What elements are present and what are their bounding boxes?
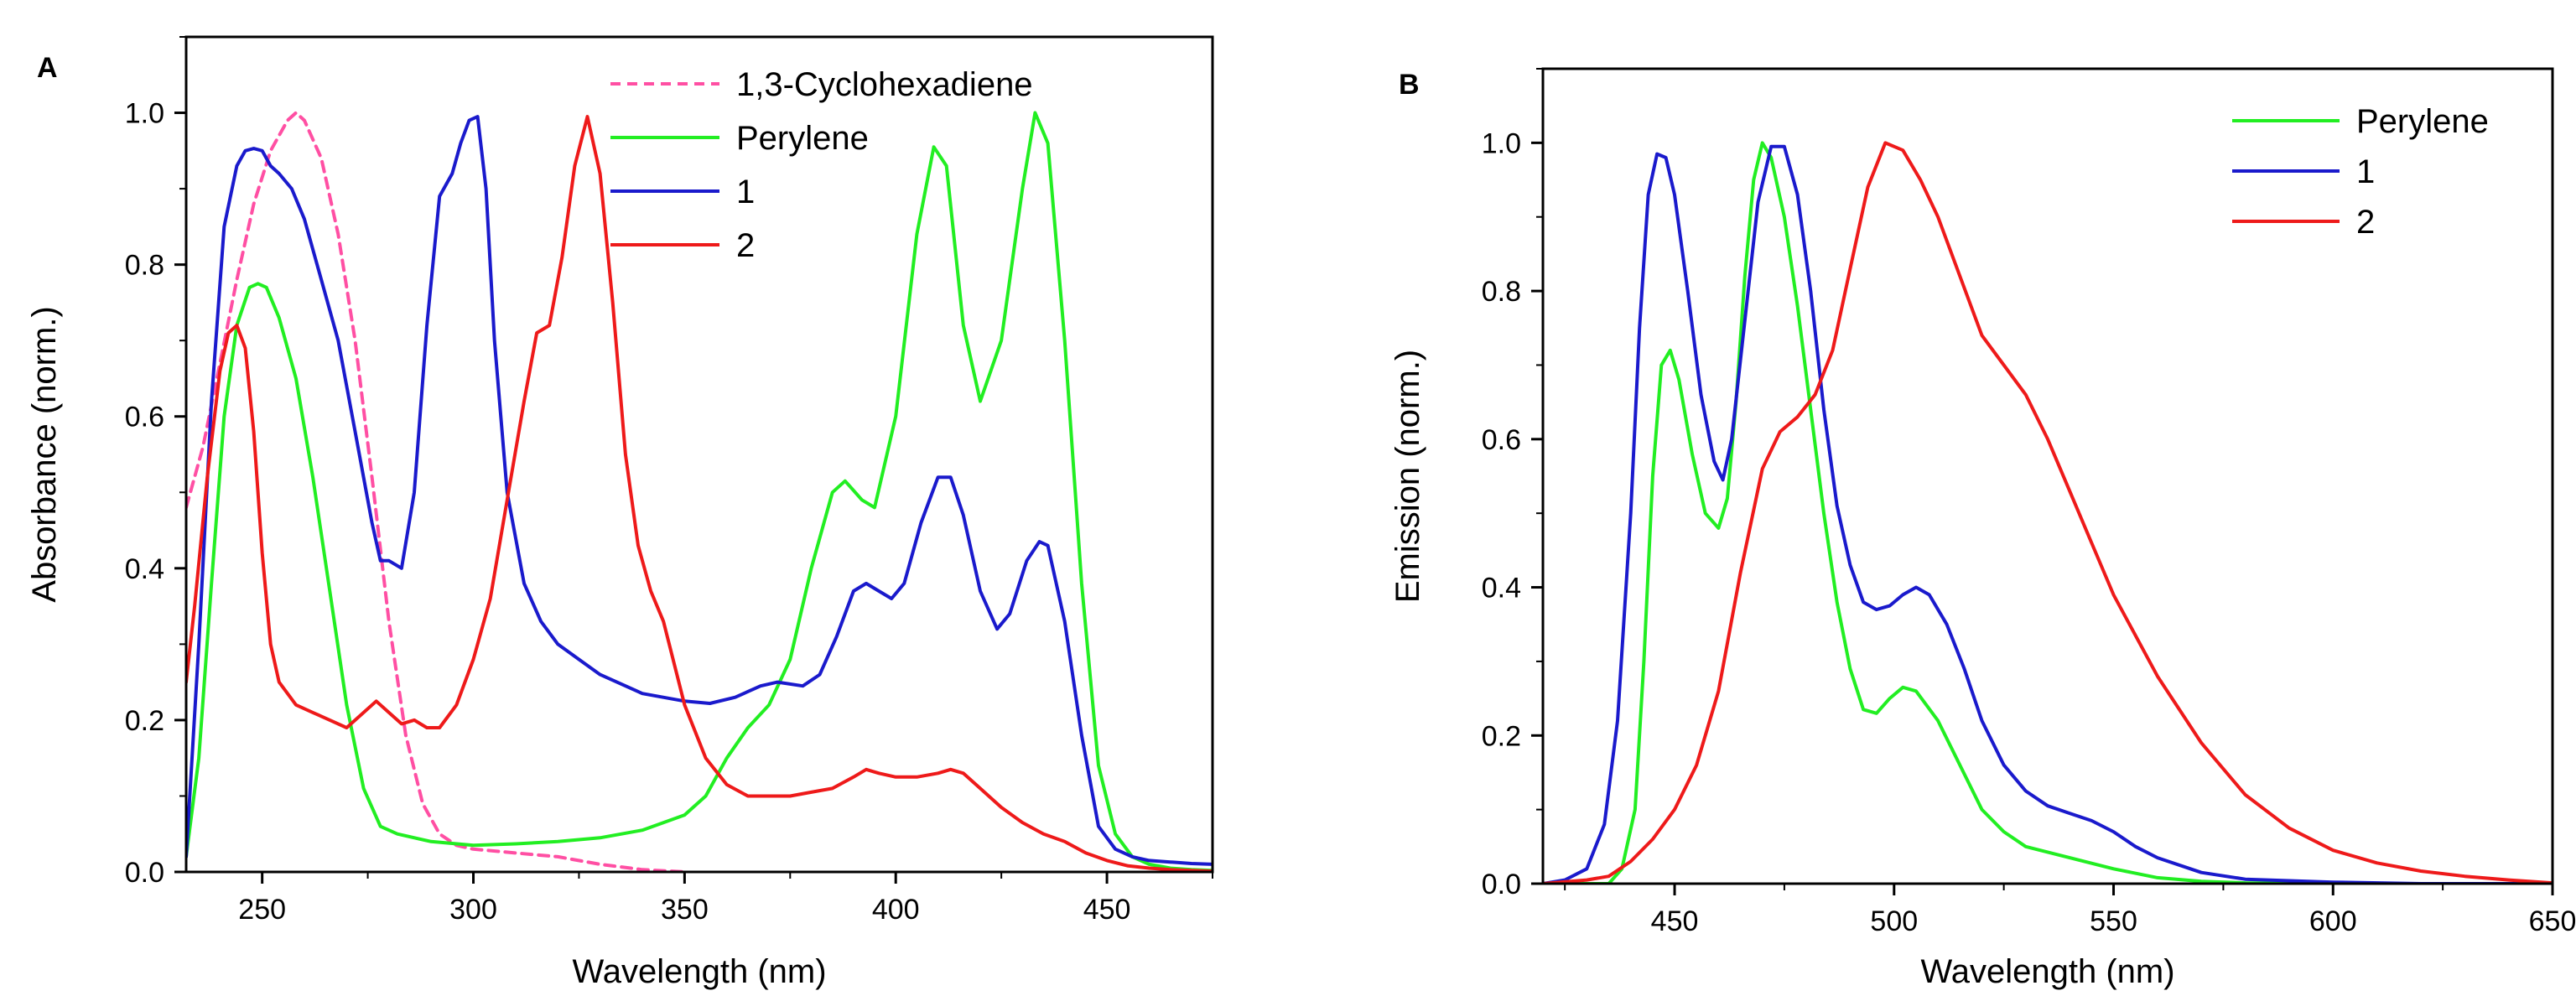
panel-a-legend-label: 1,3-Cyclohexadiene xyxy=(736,66,1033,103)
panel-b-label: B xyxy=(1399,69,1420,101)
panel-a-xtick-label: 450 xyxy=(1083,894,1131,926)
panel-a-series-line-0 xyxy=(186,111,687,872)
panel-b-xtick-label: 550 xyxy=(2090,905,2137,937)
panel-a-ytick-label: 0.6 xyxy=(125,402,164,433)
panel-a-plot-frame xyxy=(184,35,1214,874)
panel-b-ytick-label: 0.0 xyxy=(1482,869,1521,900)
panel-b-x-axis-title: Wavelength (nm) xyxy=(1920,953,2174,990)
panel-a-xtick-label: 350 xyxy=(661,894,709,926)
panel-a-series-line-2 xyxy=(186,115,1213,866)
panel-b-y-axis-title: Emission (norm.) xyxy=(1389,350,1426,603)
panel-b-series-line-2 xyxy=(1543,141,2553,884)
panel-a-y-axis-title: Absorbance (norm.) xyxy=(26,306,63,602)
panel-a-ytick-label: 0.0 xyxy=(125,857,164,889)
panel-a-x-axis-title: Wavelength (nm) xyxy=(572,953,826,990)
panel-b-xtick-label: 600 xyxy=(2309,905,2357,937)
panel-b-legend-label: Perylene xyxy=(2356,103,2489,140)
panel-a-series-line-1 xyxy=(186,111,1213,872)
panel-b-ytick-label: 0.4 xyxy=(1482,573,1521,604)
panel-a-ytick-label: 0.2 xyxy=(125,705,164,737)
panel-a-legend-label: 2 xyxy=(736,227,755,264)
panel-b-series-line-1 xyxy=(1543,144,2553,884)
panel-a-label: A xyxy=(37,52,58,84)
panel-b-legend-label: 1 xyxy=(2356,153,2375,190)
panel-a-ytick-label: 0.4 xyxy=(125,553,164,585)
panel-b: B 450 500 550 600 650 0.0 0.2 0.4 0.6 0.8 1.0 Wavele… xyxy=(1389,67,2576,990)
panel-b-ytick-label: 0.2 xyxy=(1482,720,1521,752)
panel-a-legend-label: 1 xyxy=(736,174,755,210)
panel-a-series-line-3 xyxy=(186,115,1213,872)
panel-b-xtick-label: 650 xyxy=(2529,905,2576,937)
panel-a-legend-label: Perylene xyxy=(736,120,869,157)
panel-b-ytick-label: 0.6 xyxy=(1482,424,1521,456)
panel-b-xtick-label: 450 xyxy=(1651,905,1699,937)
panel-b-legend-label: 2 xyxy=(2356,204,2375,241)
panel-b-ytick-label: 1.0 xyxy=(1482,127,1521,159)
panel-b-xtick-label: 500 xyxy=(1870,905,1918,937)
panel-b-ytick-label: 0.8 xyxy=(1482,276,1521,308)
panel-a-xtick-label: 400 xyxy=(872,894,920,926)
panel-b-plot-frame xyxy=(1541,67,2554,885)
panel-a-xtick-label: 300 xyxy=(449,894,497,926)
panel-a-ytick-label: 1.0 xyxy=(125,98,164,130)
panel-a-xtick-label: 250 xyxy=(238,894,286,926)
panel-a: A 250 300 350 400 450 0.0 0.2 0.4 0.6 0.8 1.0 Wavele… xyxy=(26,35,1214,990)
panel-a-ytick-label: 0.8 xyxy=(125,250,164,282)
panel-b-series-line-0 xyxy=(1543,141,2553,884)
